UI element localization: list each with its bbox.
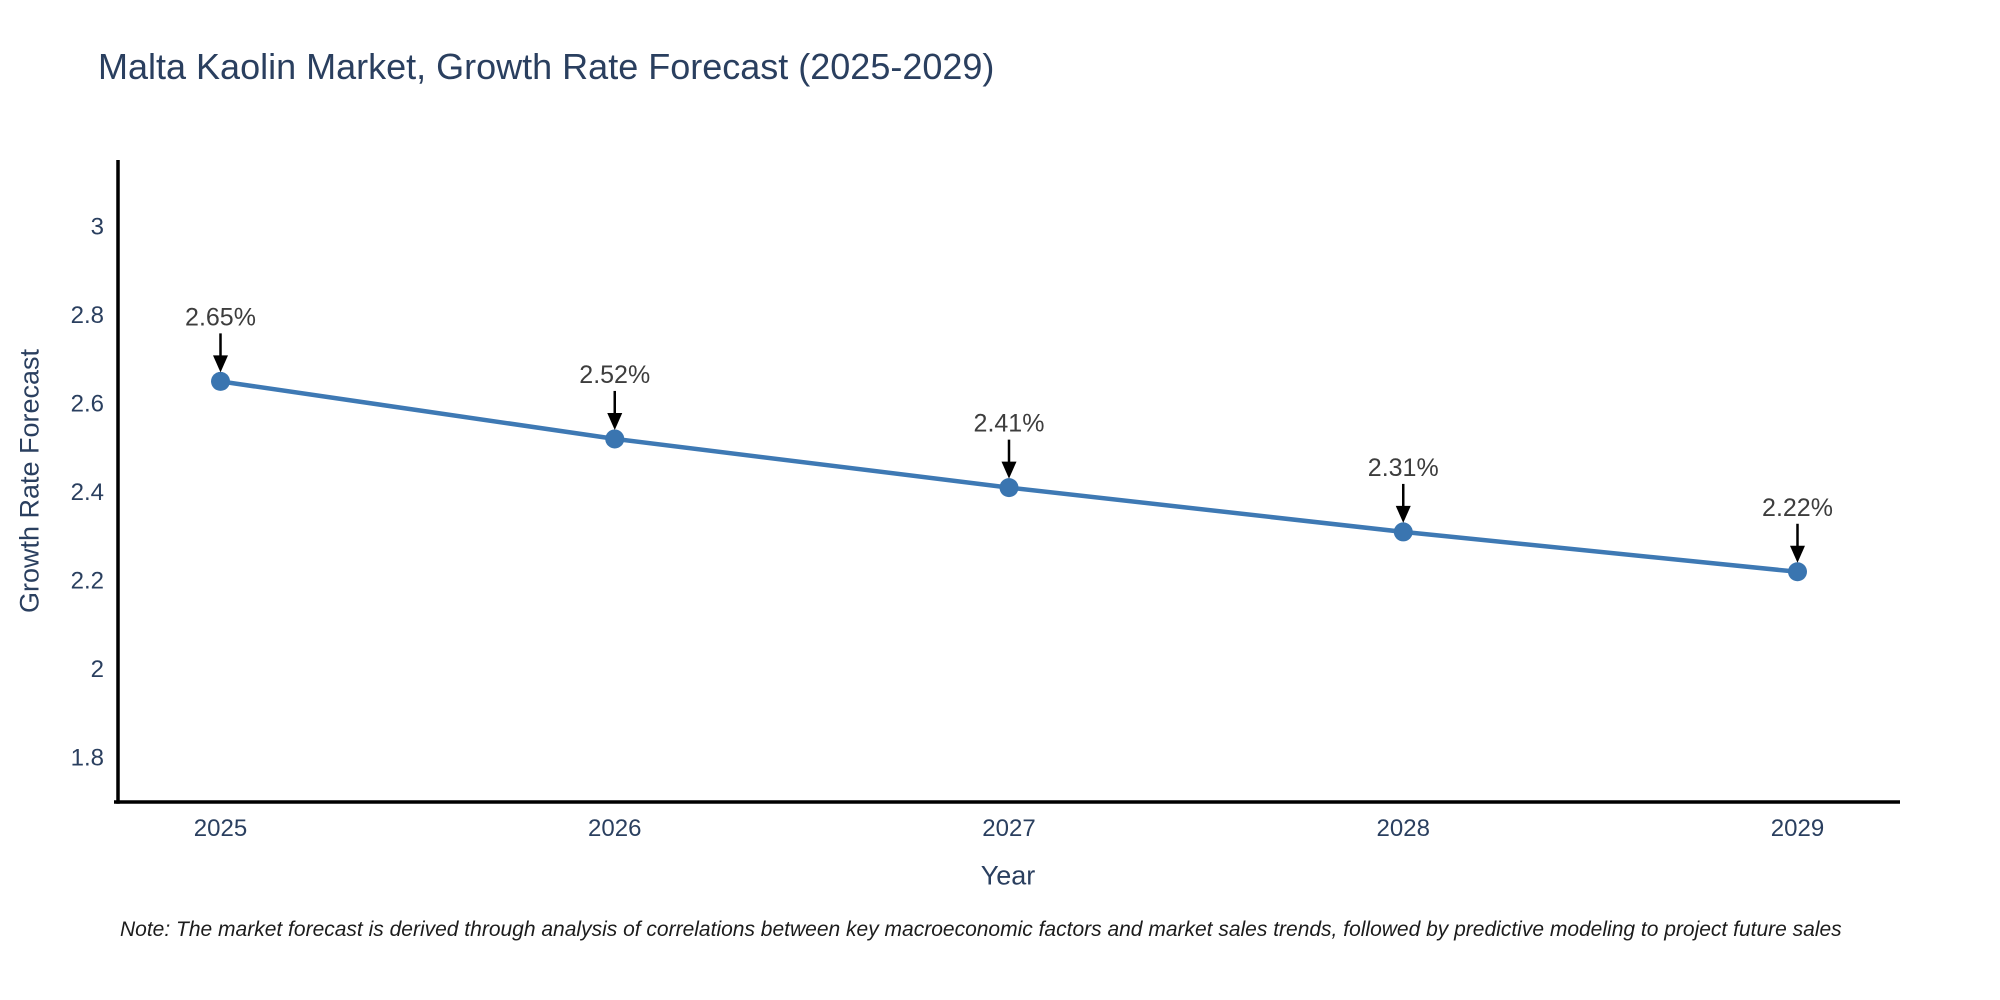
annotation-arrowhead-icon xyxy=(1395,505,1411,523)
data-point xyxy=(605,429,625,449)
y-axis-title: Growth Rate Forecast xyxy=(14,348,45,614)
x-tick-label: 2028 xyxy=(1377,815,1430,842)
y-tick-label: 2.2 xyxy=(71,568,104,595)
data-point xyxy=(1787,562,1807,582)
data-point xyxy=(1393,522,1413,542)
x-tick-label: 2026 xyxy=(588,815,641,842)
point-value-label: 2.31% xyxy=(1368,454,1439,482)
data-point xyxy=(211,371,231,391)
annotation-arrowhead-icon xyxy=(213,355,229,373)
annotation-arrowhead-icon xyxy=(607,412,623,430)
x-tick-label: 2025 xyxy=(194,815,247,842)
point-value-label: 2.41% xyxy=(974,410,1045,438)
x-tick-label: 2027 xyxy=(982,815,1035,842)
annotation-arrowhead-icon xyxy=(1789,545,1805,563)
y-tick-label: 3 xyxy=(91,213,104,240)
point-value-label: 2.65% xyxy=(185,303,256,331)
data-point xyxy=(999,478,1019,498)
point-value-label: 2.52% xyxy=(579,361,650,389)
y-tick-label: 2.8 xyxy=(71,302,104,329)
y-tick-label: 2.6 xyxy=(71,391,104,418)
y-tick-label: 2.4 xyxy=(71,479,104,506)
chart-title: Malta Kaolin Market, Growth Rate Forecas… xyxy=(98,46,995,87)
y-tick-label: 2 xyxy=(91,656,104,683)
annotation-arrowhead-icon xyxy=(1001,461,1017,479)
footnote: Note: The market forecast is derived thr… xyxy=(120,918,1842,941)
point-value-label: 2.22% xyxy=(1762,494,1833,522)
x-axis-title: Year xyxy=(980,860,1036,891)
y-tick-label: 1.8 xyxy=(71,745,104,772)
x-tick-label: 2029 xyxy=(1771,815,1824,842)
